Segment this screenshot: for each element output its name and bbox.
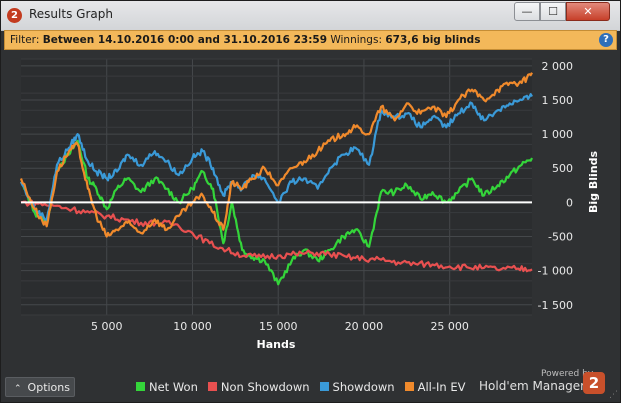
brand-name: Hold'em Manager (479, 379, 586, 393)
legend-item[interactable]: All-In EV (404, 380, 466, 394)
plot-area (21, 59, 532, 315)
legend-item[interactable]: Showdown (319, 380, 395, 394)
legend-label: Showdown (332, 380, 395, 394)
series-line-non-showdown (20, 199, 533, 273)
options-button[interactable]: ⌃ Options (5, 377, 75, 397)
maximize-button[interactable]: ☐ (540, 2, 566, 21)
y-tick-label: 500 (552, 162, 573, 175)
series-layer (19, 72, 533, 286)
y-tick-label: -500 (548, 230, 573, 243)
legend-swatch (207, 382, 217, 391)
window-title: Results Graph (29, 7, 113, 21)
legend-label: All-In EV (417, 380, 466, 394)
winnings-label: Winnings: (330, 34, 382, 46)
y-tick-label: 0 (566, 196, 573, 209)
legend-label: Net Won (149, 380, 198, 394)
y-tick-label: 1 000 (542, 128, 574, 141)
title-bar[interactable]: 2 Results Graph — ☐ ✕ (1, 1, 620, 31)
bottom-bar: ⌃ Options Net Won Non Showdown Showdown All-… (1, 369, 620, 402)
x-tick-label: 15 000 (259, 320, 298, 333)
x-axis-title: Hands (257, 338, 296, 351)
series-line-showdown (20, 93, 533, 222)
help-icon[interactable]: ? (599, 33, 613, 47)
chevron-up-icon: ⌃ (14, 384, 22, 394)
series-line-all-in-ev (19, 72, 533, 238)
x-tick-label: 25 000 (430, 320, 469, 333)
results-chart: 5 000 10 000 15 000 20 000 25 000 2 000 1 500… (19, 58, 600, 351)
chart-legend: Net Won Non Showdown Showdown All-In EV (136, 380, 475, 394)
minimize-button[interactable]: — (514, 2, 540, 21)
app-logo-icon: 2 (7, 8, 22, 23)
filter-bar: Filter: Between 14.10.2016 0:00 and 31.1… (4, 30, 617, 50)
legend-item[interactable]: Non Showdown (207, 380, 310, 394)
y-tick-label: 2 000 (542, 60, 574, 73)
x-tick-label: 20 000 (345, 320, 384, 333)
y-tick-label: -1 000 (538, 265, 573, 278)
hem-logo-icon: 2 (583, 372, 605, 394)
filter-label: Filter: (10, 34, 40, 46)
legend-swatch (136, 382, 145, 391)
legend-label: Non Showdown (220, 380, 310, 394)
legend-swatch (404, 382, 414, 391)
powered-by-text: Powered by (541, 369, 594, 379)
resize-grip-icon[interactable]: ⋰ (609, 390, 618, 400)
x-tick-label: 5 000 (91, 320, 123, 333)
legend-swatch (319, 382, 329, 391)
y-tick-label: 1 500 (542, 94, 574, 107)
legend-item[interactable]: Net Won (136, 380, 198, 394)
close-button[interactable]: ✕ (566, 2, 610, 21)
series-line-net-won (20, 139, 533, 286)
y-tick-labels: 2 000 1 500 1 000 500 0 -500 -1 000 -1 500 (538, 60, 573, 312)
y-axis-title: Big Blinds (587, 151, 600, 213)
y-tick-label: -1 500 (538, 299, 573, 312)
options-label: Options (27, 381, 70, 394)
brand-watermark (301, 5, 501, 27)
x-tick-labels: 5 000 10 000 15 000 20 000 25 000 (91, 320, 469, 333)
x-tick-label: 10 000 (173, 320, 212, 333)
filter-date-range: Between 14.10.2016 0:00 and 31.10.2016 2… (42, 34, 328, 46)
winnings-value: 673,6 big blinds (385, 34, 481, 46)
